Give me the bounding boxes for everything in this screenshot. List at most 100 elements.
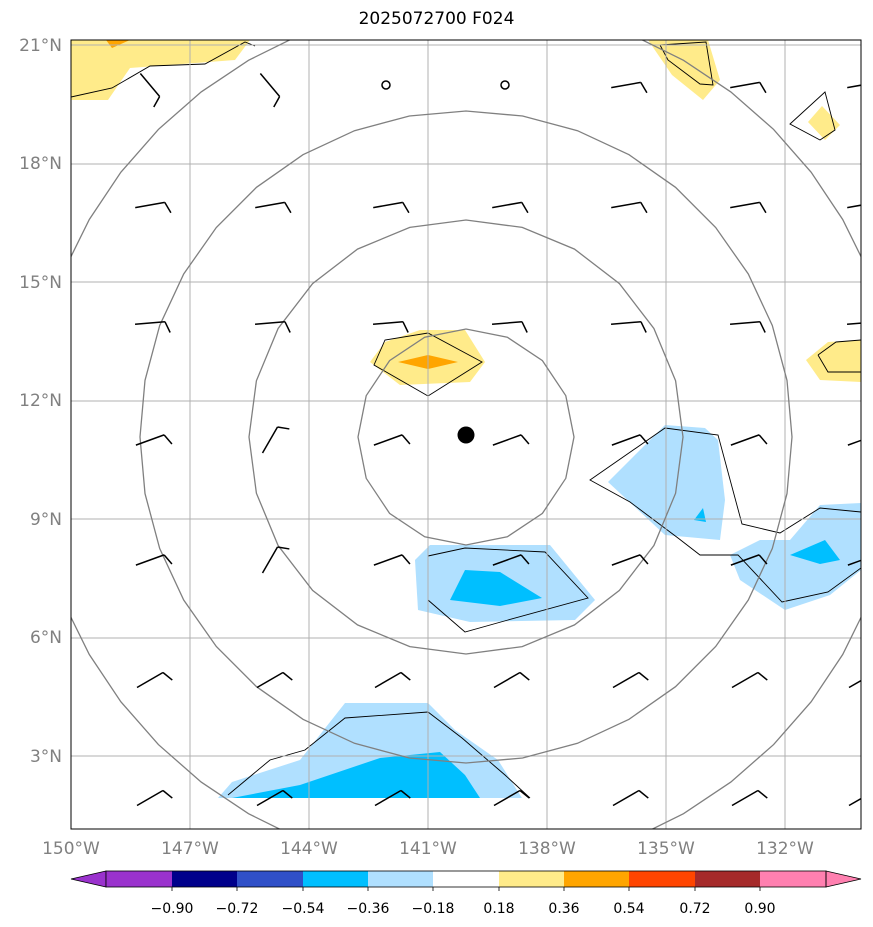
map-title: 2025072700 F024 xyxy=(358,9,515,29)
colorbar-tick-label: −0.72 xyxy=(216,901,259,917)
contour-line xyxy=(427,547,589,633)
wind-barb xyxy=(848,679,861,689)
wind-barb xyxy=(261,546,290,574)
wind-barb xyxy=(847,559,861,566)
wind-barb xyxy=(373,434,411,446)
colorbar-tick-label: −0.54 xyxy=(282,901,325,917)
colorbar-extend-max xyxy=(825,870,862,888)
lat-tick-label: 21°N xyxy=(19,36,62,56)
wind-barb xyxy=(135,201,172,214)
contour-line xyxy=(71,41,256,98)
wind-barb xyxy=(491,320,528,333)
lat-tick-label: 6°N xyxy=(30,628,62,648)
wind-barb xyxy=(493,789,530,807)
wind-barb xyxy=(135,434,173,446)
lat-tick-label: 15°N xyxy=(19,273,62,293)
wind-barb xyxy=(730,81,767,94)
anomaly-fills xyxy=(71,40,861,798)
wind-barb xyxy=(848,797,861,807)
lon-tick-label: 132°W xyxy=(756,839,814,859)
colorbar-extend-min xyxy=(70,870,107,888)
negative-anomaly-core xyxy=(232,752,480,798)
colorbar-tick-label: −0.90 xyxy=(151,901,194,917)
wind-barb xyxy=(372,320,409,333)
wind-barb xyxy=(374,789,411,807)
lat-tick-label: 9°N xyxy=(30,510,62,530)
wind-barb xyxy=(254,320,291,333)
contour-line xyxy=(817,339,861,373)
positive-anomaly-fill xyxy=(71,40,250,100)
positive-anomaly-fill xyxy=(648,40,720,100)
wind-barb xyxy=(492,554,530,566)
wind-barb xyxy=(256,789,293,807)
lat-lon-grid xyxy=(71,40,861,829)
lat-tick-label: 18°N xyxy=(19,154,62,174)
wind-barb xyxy=(731,789,768,807)
lon-tick-label: 141°W xyxy=(399,839,457,859)
colorbar-tick-label: −0.36 xyxy=(347,901,390,917)
colorbar-segment xyxy=(303,871,368,887)
colorbar-tick-label: −0.18 xyxy=(412,901,455,917)
wind-barb xyxy=(493,671,530,689)
lon-tick-label: 138°W xyxy=(518,839,576,859)
colorbar-tick-label: 0.90 xyxy=(744,901,775,917)
longitude-labels: 150°W 147°W 144°W 141°W 138°W 135°W 132°… xyxy=(42,839,814,859)
range-ring xyxy=(139,110,793,764)
colorbar-segment xyxy=(760,871,826,887)
lon-tick-label: 135°W xyxy=(637,839,695,859)
map-frame xyxy=(70,39,862,830)
wind-barb xyxy=(373,554,411,566)
wind-barb xyxy=(730,434,768,446)
wind-barb xyxy=(135,554,173,566)
negative-anomaly-core xyxy=(450,570,542,606)
wind-barb xyxy=(136,789,173,807)
colorbar-segment xyxy=(629,871,695,887)
wind-barb xyxy=(847,84,861,89)
calm-wind-marker xyxy=(381,80,391,90)
wind-barb xyxy=(492,201,529,214)
colorbar-segment xyxy=(695,871,760,887)
wind-barb xyxy=(611,81,648,94)
positive-anomaly-fill xyxy=(808,106,840,140)
colorbar-segment xyxy=(433,871,499,887)
colorbar-segment xyxy=(368,871,433,887)
range-rings xyxy=(71,40,861,829)
colorbar-segment xyxy=(564,871,629,887)
wind-barb xyxy=(136,671,173,689)
wind-barbs xyxy=(134,73,861,807)
wind-barb xyxy=(730,201,767,214)
colorbar-segment xyxy=(106,871,172,887)
wind-barb xyxy=(731,671,768,689)
wind-barb xyxy=(847,204,861,209)
range-ring xyxy=(71,40,861,829)
wind-barb xyxy=(611,201,648,214)
contour-line xyxy=(589,427,861,603)
positive-anomaly-fill xyxy=(806,340,861,382)
colorbar-outline xyxy=(105,870,827,888)
wind-barb xyxy=(139,73,161,108)
wind-barb xyxy=(373,201,410,214)
wind-barb xyxy=(134,320,171,333)
latitude-labels: 3°N 6°N 9°N 12°N 15°N 18°N 21°N xyxy=(19,36,62,767)
negative-anomaly-core xyxy=(790,540,840,564)
colorbar xyxy=(70,870,862,891)
range-ring xyxy=(357,328,575,546)
wind-barb xyxy=(374,671,411,689)
contour-line xyxy=(659,41,714,86)
colorbar-segment xyxy=(172,871,237,887)
wind-barb xyxy=(255,201,292,214)
anomaly-contours xyxy=(71,41,861,799)
lon-tick-label: 144°W xyxy=(280,839,338,859)
colorbar-tick-label: 0.36 xyxy=(548,901,579,917)
colorbar-tick-label: 0.72 xyxy=(679,901,710,917)
wind-barb xyxy=(256,671,293,689)
wind-barb xyxy=(610,320,647,333)
contour-line xyxy=(789,91,836,141)
colorbar-segment xyxy=(237,871,303,887)
lon-tick-label: 150°W xyxy=(42,839,100,859)
range-ring xyxy=(248,219,684,655)
storm-center-marker xyxy=(457,426,475,444)
colorbar-tick-label: 0.18 xyxy=(483,901,514,917)
wind-barb xyxy=(847,439,861,446)
